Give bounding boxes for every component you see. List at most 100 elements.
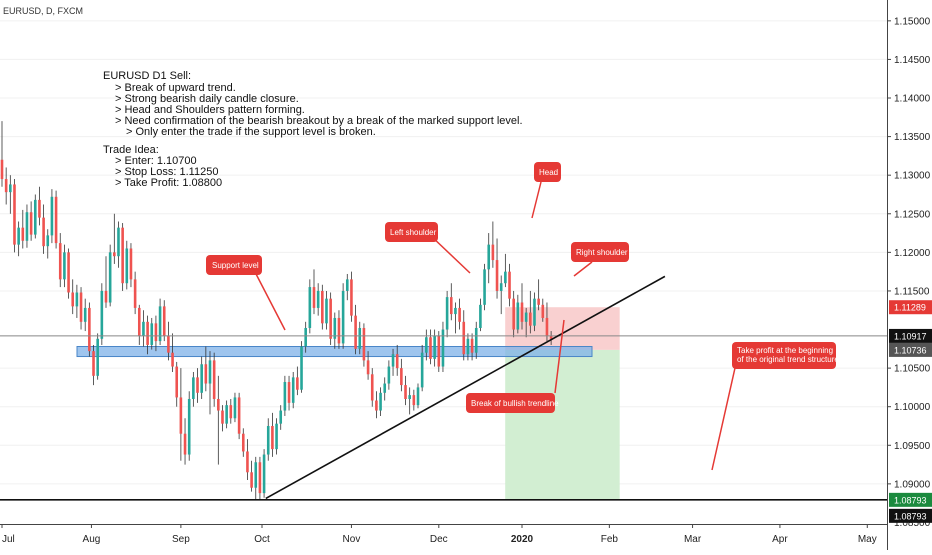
candle-body [321, 290, 324, 324]
candle-body [125, 248, 129, 284]
candle-body [42, 217, 45, 247]
candle-body [50, 196, 54, 236]
candle-body [92, 351, 95, 376]
candle-body [329, 298, 332, 339]
candle-body [229, 405, 233, 419]
candle-body [462, 321, 466, 355]
candles [0, 121, 553, 500]
callout-support-level[interactable]: Support level [206, 255, 286, 331]
y-tick-label: 1.10500 [894, 364, 931, 375]
notes-item: > Head and Shoulders pattern forming. [115, 104, 305, 116]
candle-body [470, 338, 474, 353]
candle-body [400, 368, 403, 386]
time-axis[interactable]: Jul Aug Sep Oct Nov Dec 2020 Feb Mar Apr May [1, 524, 877, 545]
x-tick-label: Aug [83, 534, 101, 545]
candle-body [137, 307, 141, 336]
callout-pointer [554, 319, 565, 394]
candle-body [96, 338, 99, 376]
candle-body [150, 323, 154, 345]
candle-body [512, 298, 515, 330]
candle-body [279, 410, 283, 424]
callout-head[interactable]: Head [531, 162, 561, 219]
candle-body [300, 346, 303, 390]
candle-body [362, 327, 366, 361]
candle-body [275, 423, 278, 450]
candle-body [466, 338, 470, 355]
candle-body [291, 377, 295, 403]
candle-body [241, 433, 245, 452]
candle-body [429, 337, 432, 359]
candle-body [345, 279, 349, 291]
callout-left-shoulder[interactable]: Left shoulder [385, 222, 471, 274]
candle-body [217, 398, 220, 411]
candle-body [425, 337, 428, 353]
candle-body [192, 377, 195, 399]
candle-body [304, 327, 307, 347]
candle-body [254, 462, 258, 488]
candle-body [337, 317, 341, 344]
candle-body [549, 335, 553, 339]
price-axis[interactable]: 1.15000 1.14500 1.14000 1.13500 1.13000 1.125… [887, 16, 931, 529]
candle-body [366, 360, 370, 375]
candle-body [171, 352, 174, 367]
callout-label: Support level [212, 261, 259, 270]
candle-body [262, 454, 266, 494]
candle-body [271, 425, 274, 450]
candle-body [204, 364, 208, 384]
candle-body [375, 400, 378, 411]
y-tick-label: 1.14000 [894, 94, 931, 105]
candle-body [154, 323, 158, 342]
candle-body [121, 227, 124, 284]
candle-body [358, 327, 362, 349]
candle-body [437, 335, 441, 367]
candle-body [221, 410, 224, 424]
candle-body [129, 248, 133, 280]
candle-body [0, 159, 4, 180]
candle-body [9, 184, 12, 193]
callout-line: of the original trend structure [737, 355, 839, 364]
candle-body [25, 212, 29, 241]
candle-body [108, 252, 112, 303]
x-tick-label: Jul [2, 534, 15, 545]
candle-body [533, 298, 536, 326]
candle-body [237, 397, 241, 434]
candle-body [545, 317, 549, 336]
candle-body [449, 297, 453, 315]
notes-title: EURUSD D1 Sell: [103, 70, 191, 82]
candle-body [67, 252, 70, 293]
callout-right-shoulder[interactable]: Right shoulder [571, 242, 629, 277]
candle-body [13, 184, 16, 245]
candle-body [162, 306, 166, 336]
trade-idea-item: > Enter: 1.10700 [115, 155, 197, 167]
candle-body [287, 382, 291, 403]
candle-body [4, 179, 8, 193]
candle-body [370, 374, 374, 401]
callout-line: Take profit at the beginning [737, 346, 833, 355]
candle-body [529, 312, 532, 326]
candle-body [133, 279, 137, 308]
price-tag-label: 1.08793 [894, 511, 927, 521]
callout-label: Head [539, 168, 558, 177]
notes-item: > Strong bearish daily candle closure. [115, 93, 299, 105]
candle-body [38, 199, 41, 218]
y-tick-label: 1.12000 [894, 248, 931, 259]
candle-body [350, 279, 353, 316]
callout-pointer [254, 271, 286, 331]
notes-item: > Need confirmation of the bearish break… [115, 115, 523, 127]
candle-body [395, 354, 399, 369]
candle-body [46, 235, 50, 247]
callout-pointer [573, 261, 593, 277]
callout-take-profit[interactable]: Take profit at the beginning of the orig… [711, 342, 839, 471]
callout-trendline-break[interactable]: Break of bullish trendline [466, 319, 565, 413]
y-tick-label: 1.13500 [894, 132, 931, 143]
notes-item: > Break of upward trend. [115, 82, 236, 94]
y-tick-label: 1.15000 [894, 16, 931, 27]
candle-body [333, 317, 337, 339]
y-tick-label: 1.13000 [894, 171, 931, 182]
y-tick-label: 1.09000 [894, 479, 931, 490]
candle-body [491, 244, 495, 261]
candle-body [325, 298, 328, 324]
callout-box [206, 255, 262, 275]
candle-body [196, 377, 199, 393]
